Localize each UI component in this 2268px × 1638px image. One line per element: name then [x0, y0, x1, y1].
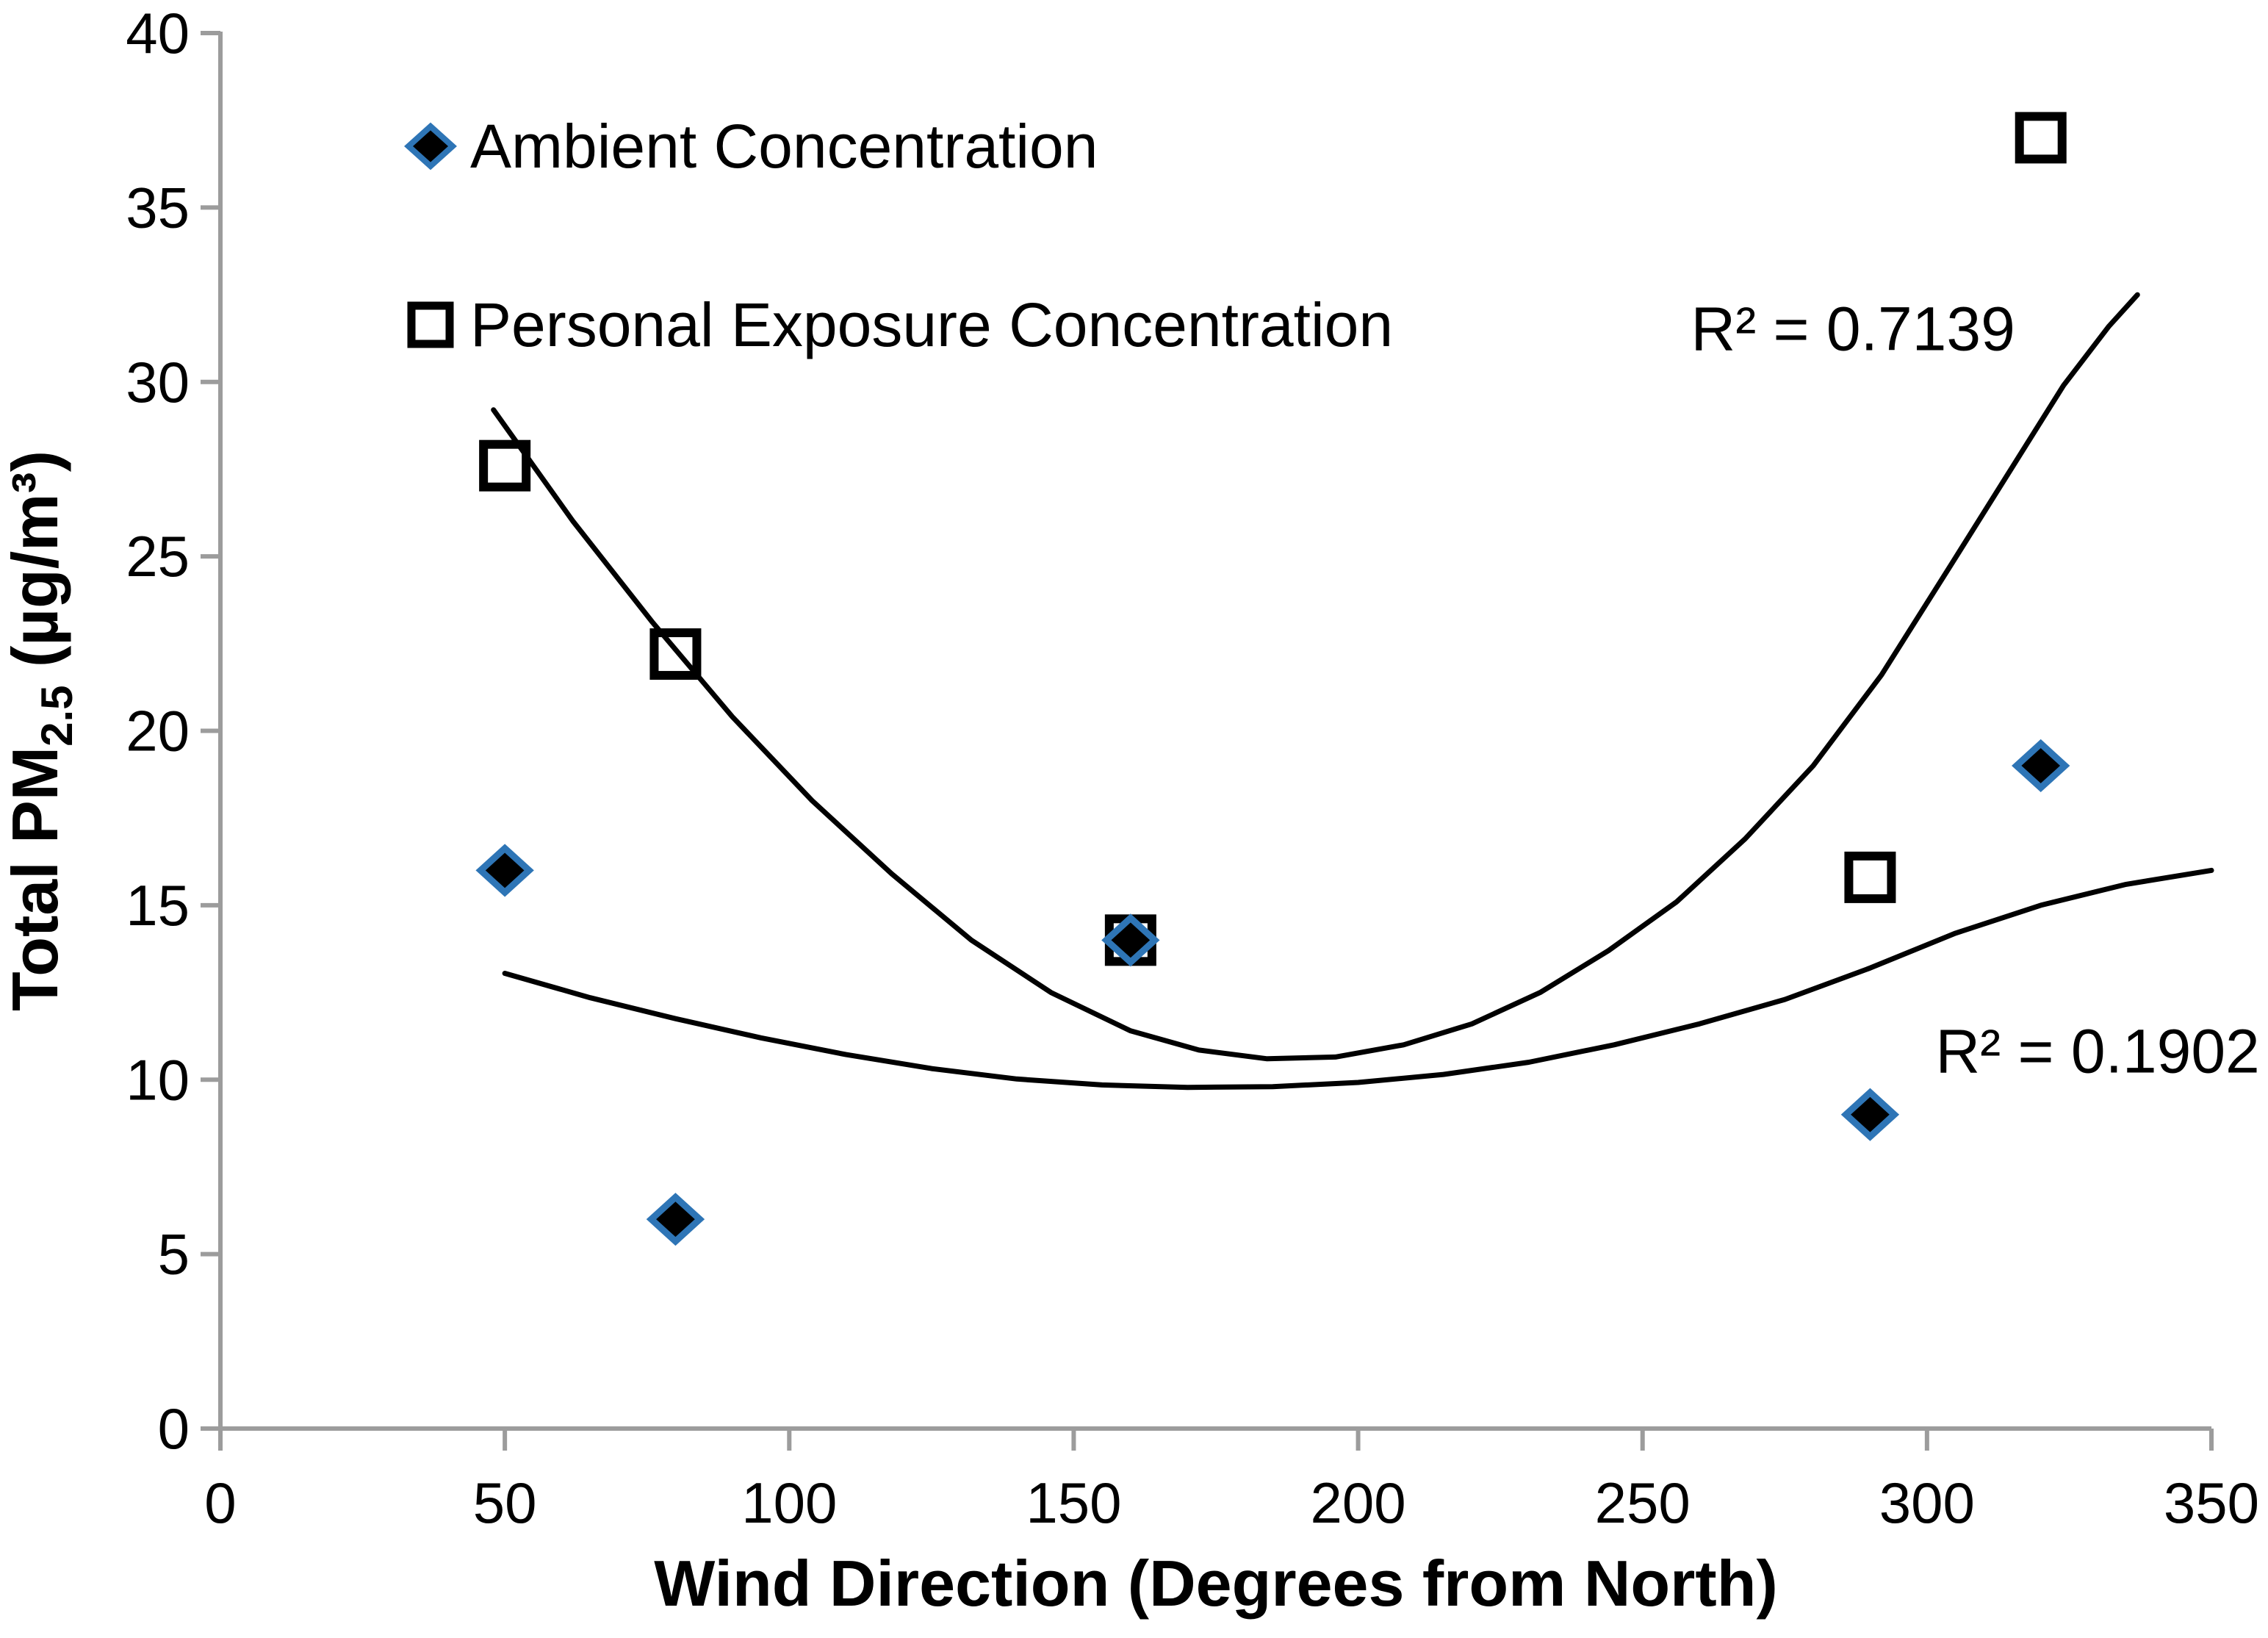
x-tick-label: 0 — [204, 1470, 236, 1535]
x-tick-label: 350 — [2164, 1470, 2259, 1535]
personal-exposure-point — [1844, 851, 1896, 903]
r2-annotation-personal: R² = 0.7139 — [1691, 295, 2015, 364]
x-axis-title: Wind Direction (Degrees from North) — [654, 1547, 1778, 1620]
legend-ambient-marker — [404, 122, 457, 170]
y-tick-label: 10 — [126, 1047, 190, 1112]
personal-trendline — [491, 292, 2140, 1062]
r2-annotation-ambient: R² = 0.1902 — [1935, 1016, 2259, 1085]
ambient-point — [475, 844, 534, 897]
legend-personal-marker — [407, 301, 454, 348]
ambient-point — [646, 1193, 705, 1246]
legend-personal-label: Personal Exposure Concentration — [470, 290, 1393, 359]
y-tick-label: 0 — [158, 1396, 190, 1461]
personal-exposure-point — [649, 628, 702, 680]
y-axis-title: Total PM2.5 (µg/m³) — [0, 450, 82, 1011]
personal-exposure-point — [479, 439, 531, 492]
y-tick-label: 20 — [126, 699, 190, 764]
x-tick-label: 200 — [1311, 1470, 1406, 1535]
ambient-trendline — [502, 867, 2214, 1091]
y-tick-label: 25 — [126, 524, 190, 589]
x-tick-label: 300 — [1879, 1470, 1975, 1535]
legend: Ambient Concentration Personal Exposure C… — [470, 112, 1393, 359]
y-tick-label: 5 — [158, 1222, 190, 1287]
x-tick-label: 150 — [1026, 1470, 1121, 1535]
legend-ambient-label: Ambient Concentration — [470, 112, 1098, 181]
x-tick-label: 100 — [741, 1470, 837, 1535]
personal-exposure-point — [2015, 112, 2067, 164]
ambient-point — [1840, 1088, 1900, 1141]
ambient-point — [1101, 913, 1160, 967]
y-tick-label: 30 — [126, 350, 190, 414]
x-tick-label: 250 — [1595, 1470, 1691, 1535]
y-tick-label: 15 — [126, 873, 190, 938]
x-tick-label: 50 — [473, 1470, 537, 1535]
y-tick-label: 40 — [126, 1, 190, 65]
ambient-point — [2012, 739, 2070, 793]
y-tick-label: 35 — [126, 175, 190, 240]
